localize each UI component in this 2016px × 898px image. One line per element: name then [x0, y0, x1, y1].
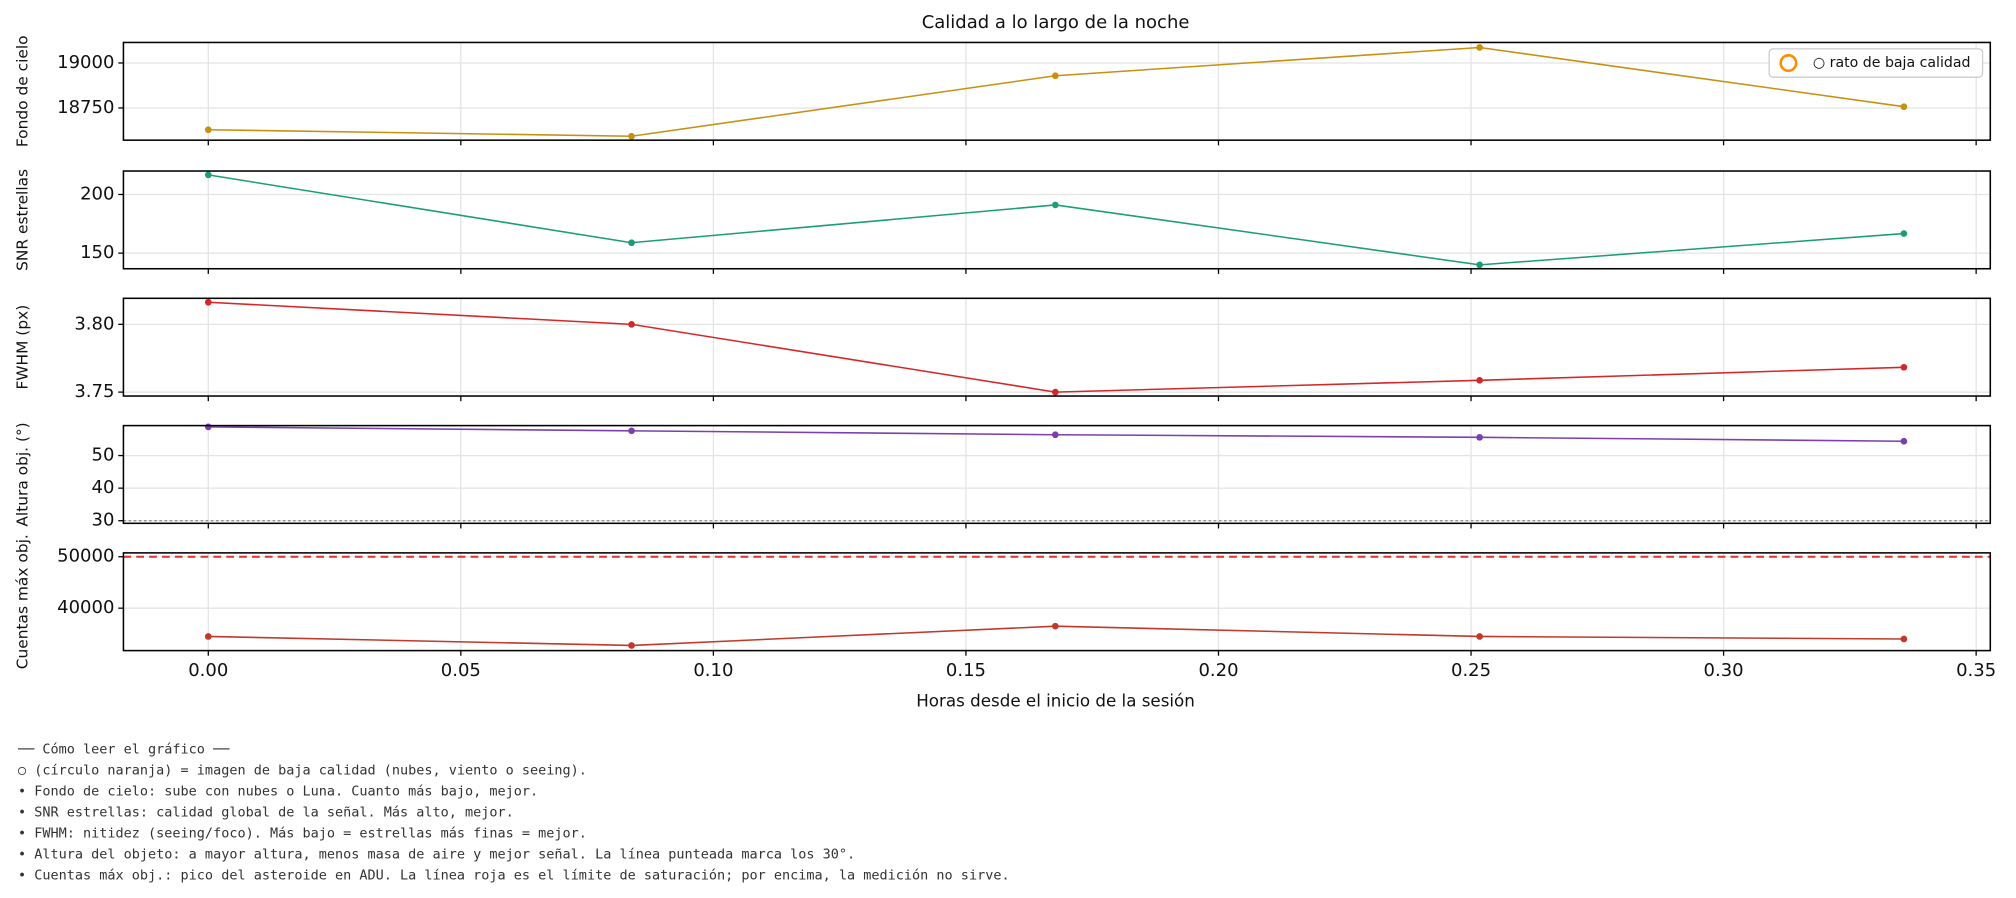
y-tick-label: 200 — [80, 183, 114, 204]
line — [208, 46, 1905, 137]
point — [204, 126, 212, 134]
point — [628, 132, 635, 140]
plot-frame — [122, 297, 1992, 397]
plot-frame — [122, 170, 1992, 270]
y-axis-label: SNR estrellas — [14, 169, 32, 271]
x-tick-label: 0.00 — [188, 660, 228, 681]
point — [1476, 261, 1483, 269]
y-tick-label: 3.80 — [74, 313, 114, 334]
plot-frame — [122, 424, 1992, 525]
point — [1900, 363, 1908, 371]
x-tick-label: 0.05 — [441, 660, 481, 681]
y-tick-label: 40 — [92, 477, 115, 498]
note-line: • Fondo de cielo: sube con nubes o Luna.… — [18, 784, 538, 800]
point — [1051, 431, 1059, 439]
y-tick-label: 18750 — [57, 97, 114, 118]
plot-frame — [122, 41, 1992, 141]
note-line: • SNR estrellas: calidad global de la se… — [18, 804, 514, 820]
x-axis-label: Horas desde el inicio de la sesión — [916, 691, 1195, 711]
note-line: • Altura del objeto: a mayor altura, men… — [18, 846, 855, 862]
line — [208, 174, 1904, 266]
point — [1051, 622, 1059, 630]
chart-title: Calidad a lo largo de la noche — [922, 12, 1190, 33]
point — [628, 239, 635, 247]
y-tick-label: 19000 — [57, 52, 114, 73]
point — [628, 427, 635, 435]
x-tick-label: 0.25 — [1451, 660, 1491, 681]
note-line: • FWHM: nitidez (seeing/foco). Más bajo … — [18, 825, 587, 841]
y-tick-label: 50 — [92, 445, 115, 466]
point — [204, 423, 212, 431]
point — [1051, 72, 1059, 80]
y-tick-label: 50000 — [57, 546, 114, 567]
point — [204, 171, 212, 179]
x-tick-label: 0.35 — [1956, 660, 1996, 681]
legend-marker — [1779, 54, 1798, 73]
y-tick-label: 30 — [92, 510, 115, 531]
point — [1476, 44, 1483, 51]
point — [1476, 433, 1483, 441]
point — [1900, 635, 1908, 643]
y-tick-label: 150 — [80, 242, 114, 263]
plot-frame — [122, 552, 1992, 652]
point — [1900, 103, 1908, 111]
legend-box — [1768, 48, 1984, 78]
point — [628, 642, 635, 649]
point — [1476, 633, 1483, 640]
line — [208, 301, 1904, 393]
x-tick-label: 0.20 — [1198, 660, 1238, 681]
point — [1051, 388, 1059, 396]
point — [1476, 376, 1483, 384]
legend-label: ○ rato de baja calidad — [1813, 55, 1971, 71]
point — [204, 298, 212, 306]
y-axis-label: Cuentas máx obj. — [14, 534, 32, 669]
note-line: • Cuentas máx obj.: pico del asteroide e… — [18, 867, 1010, 883]
y-axis-label: FWHM (px) — [14, 305, 32, 390]
point — [1900, 437, 1908, 445]
note-line: ○ (círculo naranja) = imagen de baja cal… — [18, 763, 587, 779]
y-tick-label: 40000 — [57, 597, 114, 618]
x-tick-label: 0.30 — [1704, 660, 1744, 681]
point — [628, 320, 635, 328]
y-tick-label: 3.75 — [74, 381, 114, 402]
point — [1900, 230, 1908, 237]
x-tick-label: 0.15 — [946, 660, 986, 681]
point — [1051, 201, 1059, 209]
y-axis-label: Fondo de cielo — [14, 35, 32, 147]
point — [204, 633, 212, 640]
y-axis-label: Altura obj. (°) — [14, 422, 32, 526]
note-line: ── Cómo leer el gráfico ── — [17, 742, 230, 758]
x-tick-label: 0.10 — [693, 660, 733, 681]
